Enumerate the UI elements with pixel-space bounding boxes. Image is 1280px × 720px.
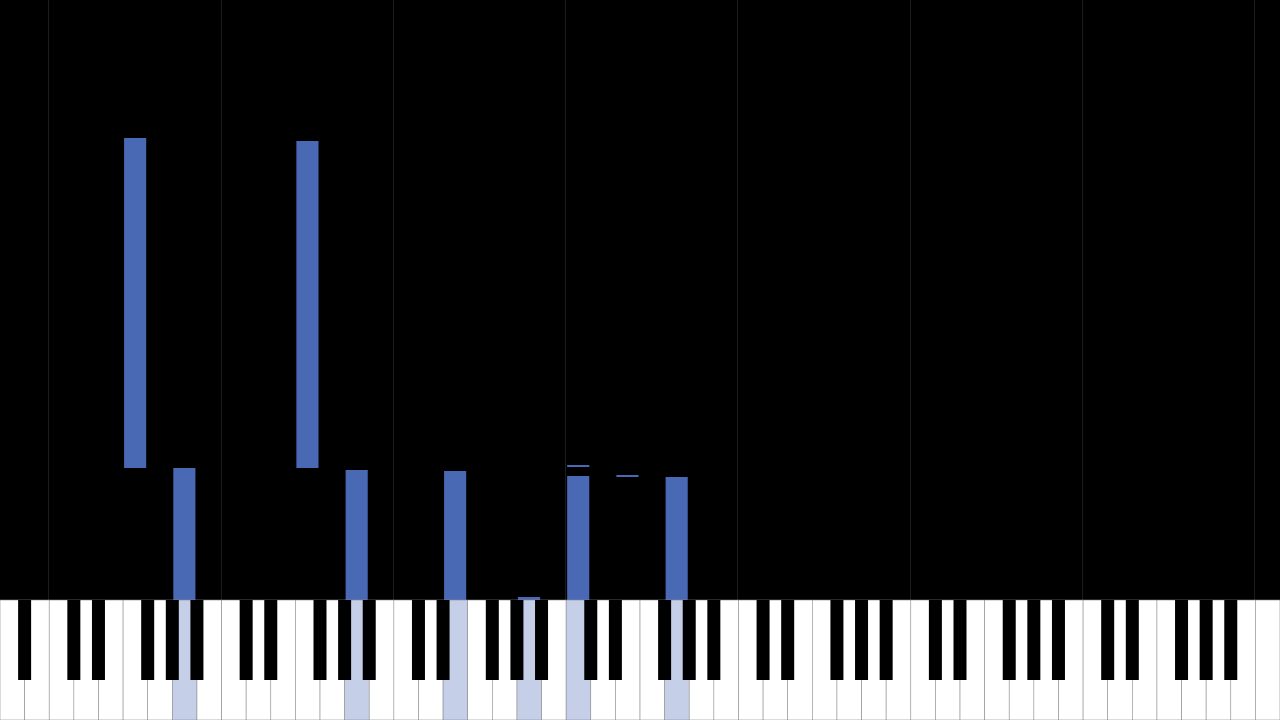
black-key[interactable] xyxy=(436,600,450,680)
black-key[interactable] xyxy=(682,600,696,680)
black-key[interactable] xyxy=(1002,600,1016,680)
note xyxy=(567,476,590,600)
black-key[interactable] xyxy=(362,600,376,680)
black-key[interactable] xyxy=(190,600,204,680)
octave-lines xyxy=(48,0,1255,600)
note xyxy=(444,471,467,600)
black-key[interactable] xyxy=(1224,600,1238,680)
note xyxy=(296,141,319,468)
black-key[interactable] xyxy=(313,600,327,680)
black-key[interactable] xyxy=(608,600,622,680)
black-key[interactable] xyxy=(830,600,844,680)
black-key[interactable] xyxy=(18,600,32,680)
black-key[interactable] xyxy=(535,600,549,680)
note xyxy=(345,470,368,600)
note xyxy=(173,468,196,600)
black-key[interactable] xyxy=(879,600,893,680)
black-key[interactable] xyxy=(1199,600,1213,680)
black-key[interactable] xyxy=(1175,600,1189,680)
black-key[interactable] xyxy=(411,600,425,680)
black-key[interactable] xyxy=(485,600,499,680)
black-key[interactable] xyxy=(1027,600,1041,680)
black-key[interactable] xyxy=(1051,600,1065,680)
black-key[interactable] xyxy=(264,600,278,680)
black-key[interactable] xyxy=(239,600,253,680)
note xyxy=(665,477,688,600)
note xyxy=(616,475,639,477)
black-key[interactable] xyxy=(91,600,105,680)
black-key[interactable] xyxy=(855,600,869,680)
keyboard xyxy=(0,599,1280,720)
note xyxy=(567,465,590,467)
note xyxy=(517,597,541,600)
black-key[interactable] xyxy=(165,600,179,680)
white-key[interactable] xyxy=(1255,599,1280,720)
roll-background xyxy=(0,0,1280,600)
black-key[interactable] xyxy=(928,600,942,680)
black-key[interactable] xyxy=(510,600,524,680)
black-key[interactable] xyxy=(781,600,795,680)
falling-notes xyxy=(124,138,688,600)
black-key[interactable] xyxy=(584,600,598,680)
black-key[interactable] xyxy=(1101,600,1115,680)
note xyxy=(124,138,147,468)
black-key[interactable] xyxy=(67,600,81,680)
black-key[interactable] xyxy=(141,600,155,680)
black-key[interactable] xyxy=(1125,600,1139,680)
black-key[interactable] xyxy=(338,600,352,680)
black-key[interactable] xyxy=(756,600,770,680)
black-key[interactable] xyxy=(658,600,672,680)
black-key[interactable] xyxy=(707,600,721,680)
black-key[interactable] xyxy=(953,600,967,680)
